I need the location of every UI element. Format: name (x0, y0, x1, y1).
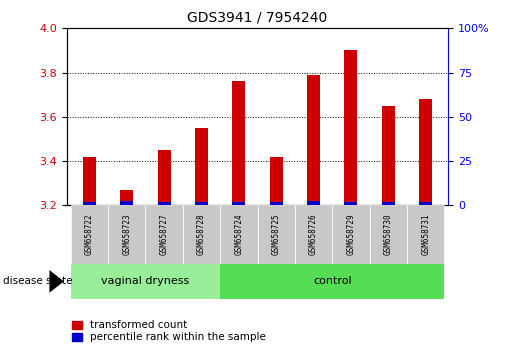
Text: GSM658731: GSM658731 (421, 214, 430, 255)
Bar (382, 202, 395, 205)
Title: GDS3941 / 7954240: GDS3941 / 7954240 (187, 10, 328, 24)
Text: control: control (313, 276, 352, 286)
Bar (345, 51, 357, 205)
Bar (71, 264, 220, 299)
Bar (220, 205, 258, 264)
Bar (120, 190, 133, 205)
Text: GSM658725: GSM658725 (272, 214, 281, 255)
Bar (195, 128, 208, 205)
Bar (232, 81, 245, 205)
Bar (307, 75, 320, 205)
Text: GSM658723: GSM658723 (122, 214, 131, 255)
Text: GSM658729: GSM658729 (347, 214, 355, 255)
Bar (220, 264, 444, 299)
Bar (83, 202, 96, 205)
Bar (158, 150, 170, 205)
Text: vaginal dryness: vaginal dryness (101, 276, 190, 286)
Bar (295, 205, 332, 264)
Bar (158, 202, 170, 205)
Bar (120, 201, 133, 205)
Bar (108, 205, 145, 264)
Bar (307, 201, 320, 205)
Text: GSM658724: GSM658724 (234, 214, 243, 255)
Polygon shape (49, 270, 64, 293)
Bar (270, 202, 283, 205)
Bar (370, 205, 407, 264)
Bar (332, 205, 370, 264)
Text: GSM658727: GSM658727 (160, 214, 168, 255)
Text: disease state: disease state (3, 276, 72, 286)
Bar (71, 205, 108, 264)
Bar (258, 205, 295, 264)
Bar (195, 202, 208, 205)
Bar (83, 156, 96, 205)
Bar (145, 205, 183, 264)
Bar (232, 202, 245, 205)
Text: GSM658722: GSM658722 (85, 214, 94, 255)
Text: GSM658726: GSM658726 (309, 214, 318, 255)
Bar (419, 202, 432, 205)
Bar (183, 205, 220, 264)
Text: GSM658728: GSM658728 (197, 214, 206, 255)
Bar (270, 156, 283, 205)
Bar (345, 202, 357, 205)
Bar (407, 205, 444, 264)
Bar (382, 106, 395, 205)
Bar (419, 99, 432, 205)
Legend: transformed count, percentile rank within the sample: transformed count, percentile rank withi… (72, 320, 266, 342)
Text: GSM658730: GSM658730 (384, 214, 393, 255)
